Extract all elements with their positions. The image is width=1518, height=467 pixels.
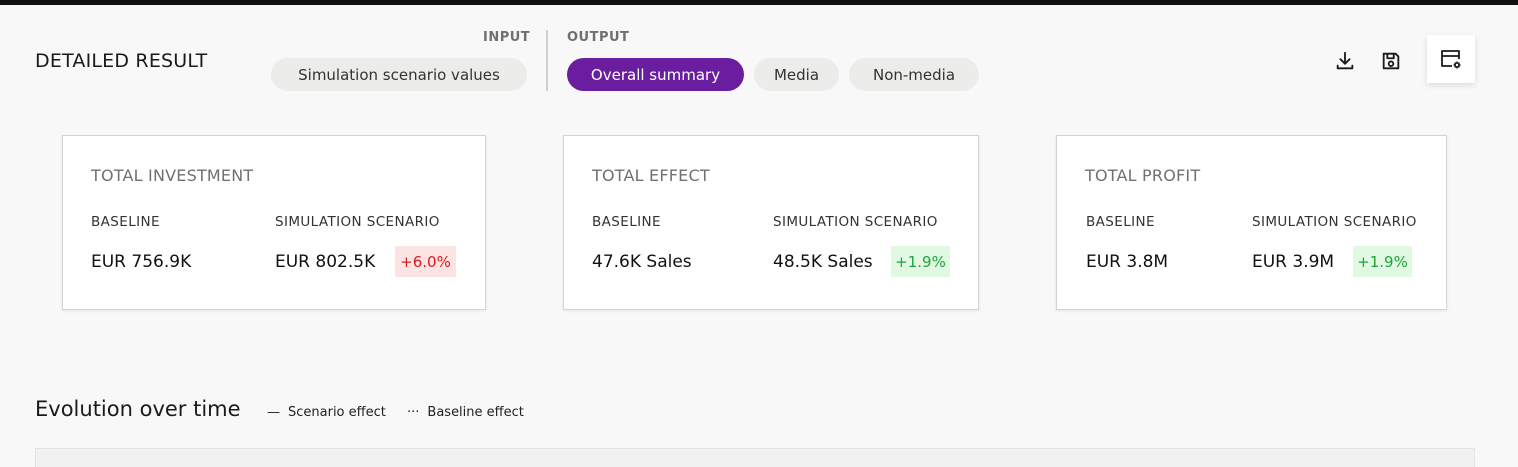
baseline-value: 47.6K Sales bbox=[592, 252, 692, 272]
input-group-label: INPUT bbox=[483, 30, 531, 45]
card-title: TOTAL EFFECT bbox=[592, 166, 710, 185]
baseline-value: EUR 756.9K bbox=[91, 252, 192, 272]
baseline-value: EUR 3.8M bbox=[1086, 252, 1169, 272]
tab-overall-summary[interactable]: Overall summary bbox=[567, 58, 744, 91]
change-badge: +6.0% bbox=[395, 246, 456, 277]
legend-label: Baseline effect bbox=[427, 405, 524, 420]
page-title: DETAILED RESULT bbox=[35, 50, 208, 72]
baseline-label: BASELINE bbox=[1086, 214, 1155, 230]
download-icon bbox=[1336, 51, 1354, 70]
legend-item-baseline: ··· Baseline effect bbox=[407, 405, 524, 420]
tab-group-divider bbox=[546, 30, 548, 91]
legend-label: Scenario effect bbox=[288, 405, 386, 420]
scenario-label: SIMULATION SCENARIO bbox=[1252, 214, 1417, 230]
top-bar bbox=[0, 0, 1518, 5]
baseline-label: BASELINE bbox=[592, 214, 661, 230]
tab-media[interactable]: Media bbox=[754, 58, 839, 91]
download-button[interactable] bbox=[1331, 47, 1359, 75]
baseline-label: BASELINE bbox=[91, 214, 160, 230]
card-title: TOTAL INVESTMENT bbox=[91, 166, 254, 185]
scenario-value: EUR 3.9M bbox=[1252, 252, 1335, 272]
total-effect-card: TOTAL EFFECT BASELINE SIMULATION SCENARI… bbox=[563, 135, 979, 310]
legend-item-scenario: — Scenario effect bbox=[267, 405, 386, 420]
save-button[interactable] bbox=[1377, 47, 1405, 75]
card-title: TOTAL PROFIT bbox=[1085, 166, 1201, 185]
scenario-value: EUR 802.5K bbox=[275, 252, 376, 272]
evolution-title: Evolution over time bbox=[35, 397, 241, 421]
tab-non-media[interactable]: Non-media bbox=[849, 58, 979, 91]
scenario-label: SIMULATION SCENARIO bbox=[275, 214, 440, 230]
dotted-line-icon: ··· bbox=[407, 405, 420, 420]
solid-line-icon: — bbox=[267, 405, 280, 420]
output-group-label: OUTPUT bbox=[567, 30, 630, 45]
evolution-chart-area bbox=[35, 448, 1475, 467]
scenario-value: 48.5K Sales bbox=[773, 252, 873, 272]
tab-simulation-scenario-values[interactable]: Simulation scenario values bbox=[271, 58, 527, 91]
save-icon bbox=[1382, 52, 1400, 70]
total-investment-card: TOTAL INVESTMENT BASELINE SIMULATION SCE… bbox=[62, 135, 486, 310]
table-settings-icon bbox=[1441, 50, 1461, 69]
table-settings-button[interactable] bbox=[1427, 35, 1475, 83]
change-badge: +1.9% bbox=[891, 246, 950, 277]
scenario-label: SIMULATION SCENARIO bbox=[773, 214, 938, 230]
change-badge: +1.9% bbox=[1353, 246, 1412, 277]
total-profit-card: TOTAL PROFIT BASELINE SIMULATION SCENARI… bbox=[1056, 135, 1447, 310]
